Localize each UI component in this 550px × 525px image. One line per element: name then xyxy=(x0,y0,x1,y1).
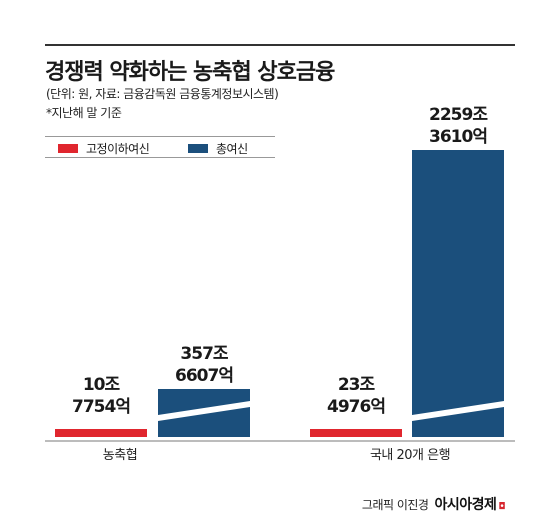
chart-title: 경쟁력 약화하는 농축협 상호금융 xyxy=(45,60,335,85)
bar-fixed xyxy=(55,429,147,437)
axis-break xyxy=(158,401,250,421)
data-label-total-top: 357조 xyxy=(180,344,228,364)
bar-fixed xyxy=(310,429,402,437)
legend-label-fixed: 고정이하여신 xyxy=(86,142,150,156)
top-rule xyxy=(45,44,515,46)
data-label-fixed-top: 23조 xyxy=(338,375,376,395)
axis-break xyxy=(412,401,504,421)
brand-mark-icon: ◘ xyxy=(498,502,505,512)
category-label: 농축협 xyxy=(103,448,137,463)
legend-item-fixed: 고정이하여신 xyxy=(58,140,150,157)
category-label: 국내 20개 은행 xyxy=(370,447,450,463)
chart-note: *지난해 말 기준 xyxy=(46,106,122,120)
data-label-fixed-top: 10조 xyxy=(83,375,121,395)
bar-total xyxy=(412,150,504,437)
data-label-total-top: 2259조 xyxy=(429,105,488,125)
data-label-fixed-bottom: 4976억 xyxy=(327,397,385,417)
legend-item-total: 총여신 xyxy=(188,140,248,157)
chart-subtitle: (단위: 원, 자료: 금융감독원 금융통계정보시스템) xyxy=(46,87,279,101)
data-label-total-bottom: 6607억 xyxy=(175,366,233,386)
legend-swatch-total xyxy=(188,144,208,153)
credit: 그래픽 이진경 아시아경제 ◘ xyxy=(361,494,506,514)
data-label-fixed-bottom: 7754억 xyxy=(72,397,130,417)
credit-text: 그래픽 이진경 xyxy=(361,498,429,512)
legend-swatch-fixed xyxy=(58,144,78,153)
data-label-total-bottom: 3610억 xyxy=(429,127,487,147)
legend-label-total: 총여신 xyxy=(216,142,248,156)
brand-logo: 아시아경제 xyxy=(434,497,497,513)
legend: 고정이하여신 총여신 xyxy=(45,136,275,158)
